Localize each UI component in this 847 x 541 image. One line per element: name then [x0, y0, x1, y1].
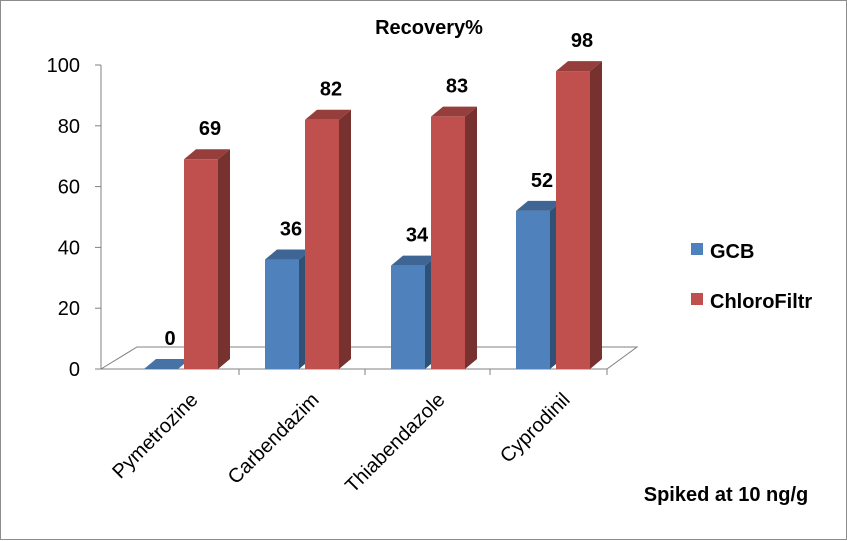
- legend-label: GCB: [710, 241, 754, 263]
- data-label: 52: [531, 170, 553, 192]
- x-axis-tick-label: Thiabendazole: [341, 389, 449, 497]
- data-label: 82: [320, 79, 342, 101]
- legend-label: ChloroFiltr: [710, 291, 812, 313]
- y-axis-tick-label: 100: [47, 55, 80, 77]
- y-axis-tick-label: 40: [58, 237, 80, 259]
- bar: [184, 159, 218, 369]
- chart-title: Recovery%: [375, 17, 483, 39]
- data-label: 83: [446, 76, 468, 98]
- bar: [265, 259, 299, 369]
- bar: [431, 116, 465, 370]
- bar: [516, 210, 550, 369]
- bar-top: [391, 255, 437, 266]
- bar-top: [305, 109, 351, 120]
- y-axis-tick-label: 60: [58, 177, 80, 199]
- bar-top: [265, 249, 311, 260]
- bar: [305, 119, 339, 369]
- x-axis-tick-labels: Pymetrozine Carbendazim Thiabendazole Cypro…: [108, 389, 574, 497]
- x-axis-tick-label: Pymetrozine: [108, 389, 202, 483]
- x-axis-tick-label: Cyprodinil: [496, 389, 574, 467]
- data-labels: 0 69 36 82 34 83 52 98: [164, 30, 593, 350]
- x-axis-title: Spiked at 10 ng/g: [644, 484, 808, 506]
- y-axis-tick-labels: 0 20 40 60 80 100: [47, 55, 80, 381]
- bar-top: [516, 200, 562, 211]
- bar-series-group: [144, 61, 602, 370]
- bar-top: [184, 149, 230, 160]
- y-axis-tick-label: 0: [69, 359, 80, 381]
- bar-side: [339, 109, 351, 369]
- bar: [144, 359, 190, 369]
- legend-marker: [691, 293, 703, 305]
- legend: GCB ChloroFiltr: [691, 241, 812, 313]
- bar-side: [465, 106, 477, 370]
- y-axis-tick-label: 80: [58, 116, 80, 138]
- bar: [556, 71, 590, 369]
- data-label: 36: [280, 219, 302, 241]
- bar: [391, 265, 425, 369]
- plot-area: [95, 64, 639, 375]
- bar-top: [431, 106, 477, 117]
- x-axis-tick-label: Carbendazim: [224, 389, 324, 489]
- data-label: 0: [164, 328, 175, 350]
- data-label: 98: [571, 30, 593, 52]
- data-label: 34: [406, 225, 429, 247]
- bar-side: [590, 61, 602, 369]
- legend-marker: [691, 243, 703, 255]
- bar-top: [556, 61, 602, 72]
- bar-side: [218, 149, 230, 369]
- y-axis-tick-label: 20: [58, 298, 80, 320]
- data-label: 69: [199, 118, 221, 140]
